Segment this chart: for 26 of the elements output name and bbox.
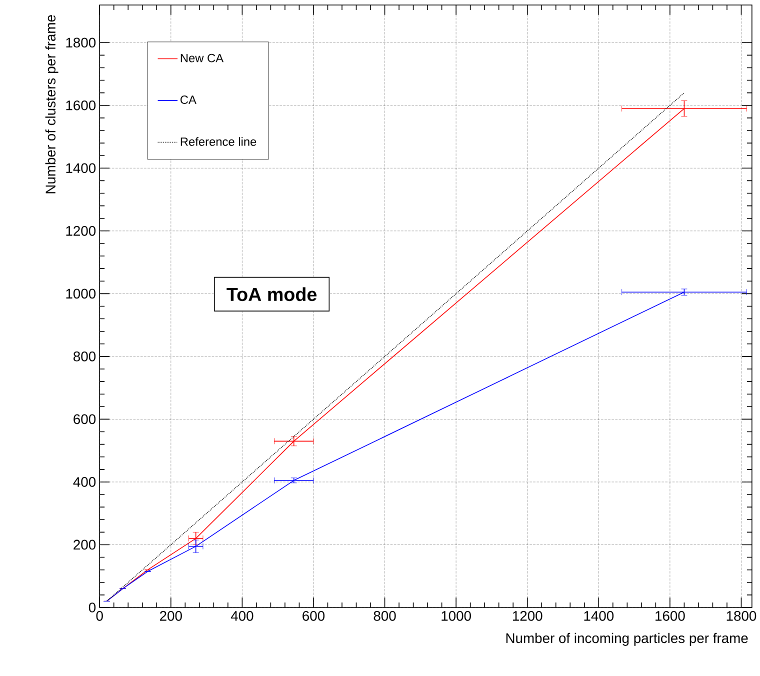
x-tick-label: 400: [230, 610, 254, 621]
x-tick-label: 1200: [512, 610, 542, 621]
x-tick-label: 1400: [584, 610, 614, 621]
legend-label: CA: [180, 95, 196, 104]
y-tick-label: 400: [73, 476, 96, 487]
legend-label: New CA: [180, 54, 224, 62]
y-tick-label: 1200: [66, 226, 96, 236]
y-tick-label: 600: [74, 414, 96, 424]
y-tick-label: 800: [74, 351, 96, 362]
x-tick-label: 1600: [656, 610, 685, 621]
y-tick-label: 0: [88, 602, 96, 612]
x-tick-label: 600: [302, 610, 325, 621]
legend-label: Reference line: [180, 137, 256, 146]
x-tick-label: 800: [374, 610, 396, 621]
y-tick-label: 1400: [66, 163, 96, 173]
x-tick-label: 200: [160, 610, 182, 621]
x-tick-label: 0: [96, 610, 103, 621]
x-tick-label: 1000: [442, 610, 471, 621]
y-tick-label: 200: [74, 540, 96, 550]
annotation: ToA mode: [226, 287, 317, 301]
x-tick-label: 1800: [726, 610, 756, 621]
x-axis-title: Number of incoming particles per frame: [506, 632, 748, 646]
y-tick-label: 1000: [66, 288, 96, 298]
y-axis-title: Number of clusters per frame: [45, 15, 58, 194]
y-tick-label: 1600: [66, 100, 96, 110]
y-tick-label: 1800: [66, 38, 96, 48]
